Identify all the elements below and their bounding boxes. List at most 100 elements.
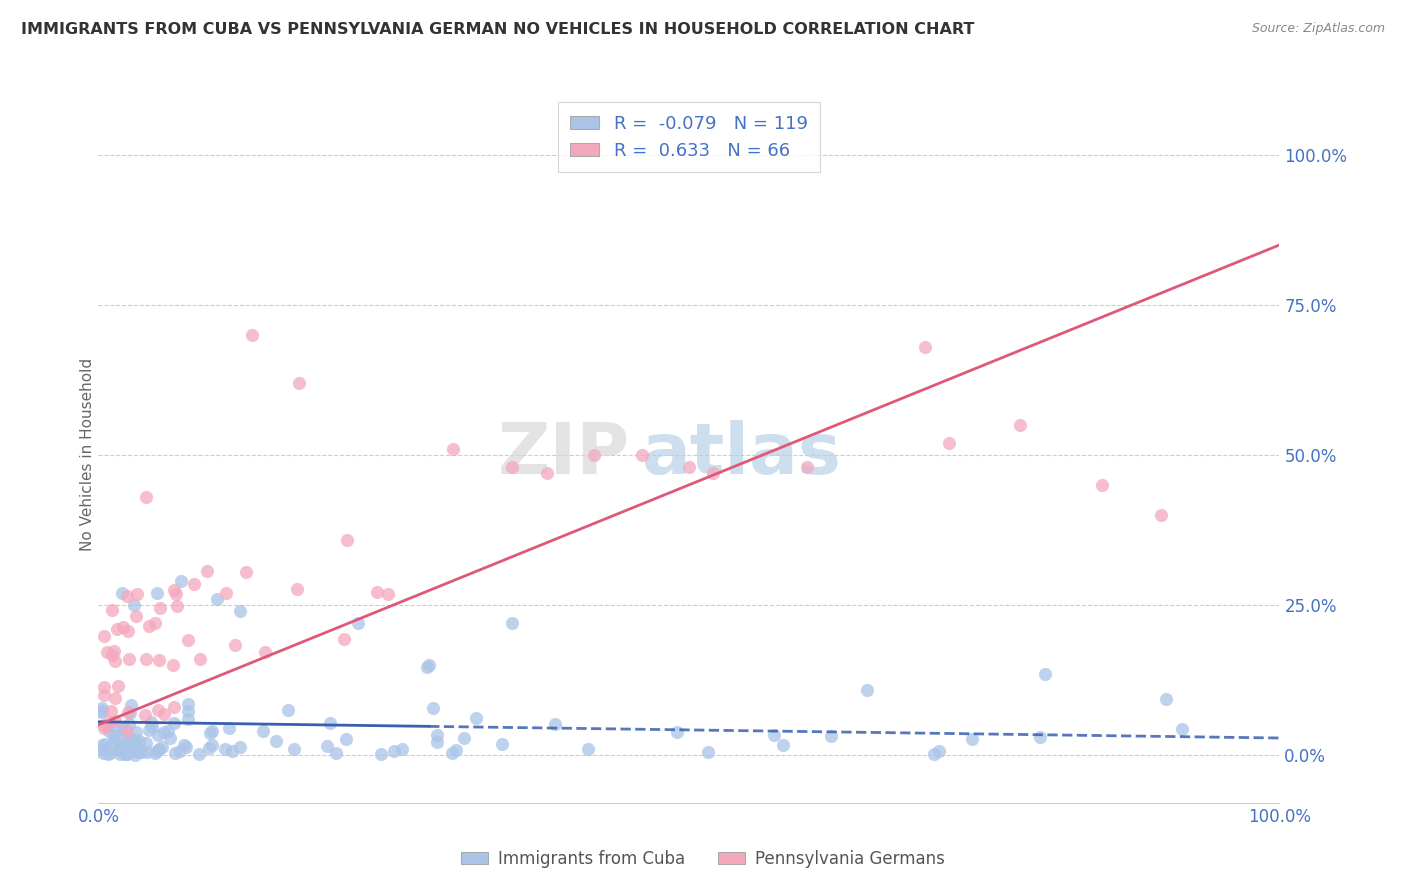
Point	[124, 744, 146, 758]
Point	[336, 533, 359, 547]
Point	[426, 734, 449, 748]
Point	[100, 704, 122, 718]
Point	[195, 564, 218, 578]
Point	[115, 741, 138, 756]
Point	[347, 615, 370, 630]
Point	[170, 574, 193, 588]
Point	[146, 702, 169, 716]
Point	[163, 700, 186, 714]
Point	[104, 714, 127, 729]
Point	[149, 601, 172, 615]
Point	[583, 448, 606, 462]
Point	[333, 632, 356, 647]
Point	[264, 734, 287, 748]
Point	[501, 459, 523, 474]
Point	[125, 738, 148, 752]
Point	[93, 688, 115, 702]
Point	[1154, 691, 1177, 706]
Point	[283, 742, 305, 756]
Point	[110, 742, 132, 756]
Point	[117, 734, 139, 748]
Point	[110, 739, 132, 754]
Point	[820, 729, 842, 743]
Point	[108, 741, 131, 756]
Point	[796, 459, 818, 474]
Point	[453, 731, 475, 745]
Point	[101, 603, 124, 617]
Point	[120, 706, 142, 720]
Point	[214, 742, 236, 756]
Point	[285, 582, 308, 596]
Point	[98, 715, 121, 730]
Point	[94, 737, 117, 751]
Point	[163, 583, 186, 598]
Point	[125, 608, 148, 623]
Point	[111, 586, 134, 600]
Point	[630, 448, 652, 462]
Text: Source: ZipAtlas.com: Source: ZipAtlas.com	[1251, 22, 1385, 36]
Point	[544, 717, 567, 731]
Point	[166, 599, 188, 613]
Point	[112, 620, 135, 634]
Point	[91, 704, 114, 718]
Point	[159, 731, 181, 745]
Point	[112, 739, 135, 753]
Point	[138, 723, 160, 737]
Point	[112, 722, 135, 736]
Point	[122, 598, 145, 612]
Point	[914, 340, 936, 354]
Point	[118, 716, 141, 731]
Point	[120, 738, 142, 752]
Point	[962, 731, 984, 746]
Point	[131, 745, 153, 759]
Point	[200, 726, 222, 740]
Point	[1091, 478, 1114, 492]
Point	[105, 623, 128, 637]
Point	[124, 747, 146, 762]
Point	[115, 747, 138, 761]
Point	[120, 739, 142, 754]
Point	[229, 739, 252, 754]
Text: atlas: atlas	[641, 420, 842, 490]
Point	[156, 723, 179, 738]
Point	[165, 587, 187, 601]
Point	[253, 645, 276, 659]
Point	[104, 655, 127, 669]
Point	[115, 589, 138, 603]
Point	[134, 707, 156, 722]
Point	[536, 466, 558, 480]
Point	[678, 459, 700, 474]
Point	[98, 746, 121, 760]
Point	[107, 679, 129, 693]
Point	[288, 376, 311, 390]
Point	[138, 619, 160, 633]
Point	[103, 644, 125, 658]
Point	[114, 747, 136, 761]
Point	[90, 705, 112, 719]
Point	[120, 698, 142, 712]
Point	[762, 728, 785, 742]
Point	[143, 615, 166, 630]
Point	[110, 747, 132, 761]
Point	[135, 736, 157, 750]
Point	[188, 651, 211, 665]
Text: IMMIGRANTS FROM CUBA VS PENNSYLVANIA GERMAN NO VEHICLES IN HOUSEHOLD CORRELATION: IMMIGRANTS FROM CUBA VS PENNSYLVANIA GER…	[21, 22, 974, 37]
Point	[366, 585, 388, 599]
Point	[922, 747, 945, 761]
Point	[418, 657, 440, 672]
Point	[772, 738, 794, 752]
Point	[153, 707, 176, 722]
Point	[105, 729, 128, 743]
Point	[148, 728, 170, 742]
Point	[135, 745, 157, 759]
Point	[169, 744, 191, 758]
Point	[1033, 667, 1056, 681]
Point	[93, 680, 115, 694]
Point	[422, 701, 444, 715]
Point	[165, 746, 187, 760]
Point	[252, 723, 274, 738]
Point	[198, 740, 221, 755]
Point	[117, 705, 139, 719]
Point	[928, 744, 950, 758]
Point	[370, 747, 392, 762]
